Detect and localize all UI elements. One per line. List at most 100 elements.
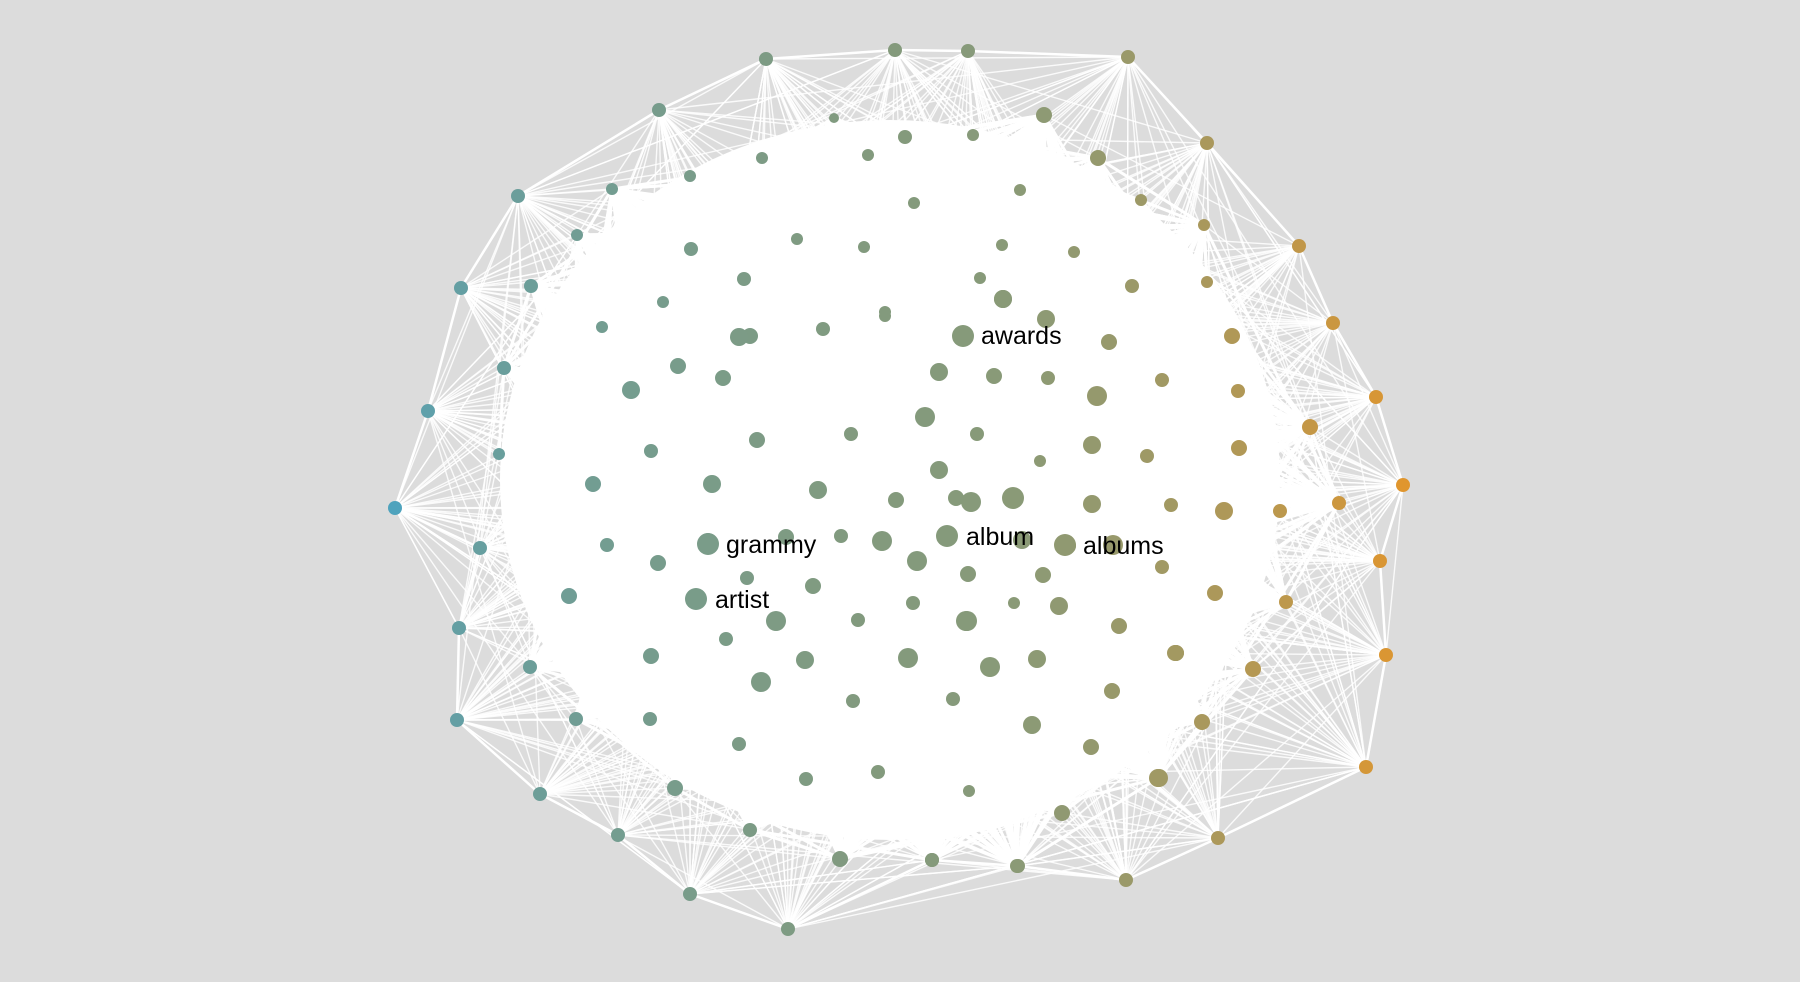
graph-node[interactable] xyxy=(1198,219,1210,231)
graph-node[interactable] xyxy=(737,272,751,286)
graph-node[interactable] xyxy=(834,529,848,543)
graph-node-labeled[interactable] xyxy=(697,533,719,555)
graph-node[interactable] xyxy=(473,541,487,555)
graph-node[interactable] xyxy=(1008,597,1020,609)
graph-node[interactable] xyxy=(974,272,986,284)
graph-node[interactable] xyxy=(872,531,892,551)
graph-node[interactable] xyxy=(751,672,771,692)
graph-node[interactable] xyxy=(533,787,547,801)
graph-node[interactable] xyxy=(585,476,601,492)
graph-node[interactable] xyxy=(961,44,975,58)
graph-node[interactable] xyxy=(805,578,821,594)
graph-node[interactable] xyxy=(888,43,902,57)
graph-node[interactable] xyxy=(732,737,746,751)
graph-node-labeled[interactable] xyxy=(952,325,974,347)
graph-node[interactable] xyxy=(452,621,466,635)
graph-node[interactable] xyxy=(569,712,583,726)
graph-node[interactable] xyxy=(766,611,786,631)
graph-node[interactable] xyxy=(829,113,839,123)
graph-node[interactable] xyxy=(781,922,795,936)
graph-node[interactable] xyxy=(879,306,891,318)
graph-node[interactable] xyxy=(948,490,964,506)
graph-node[interactable] xyxy=(1200,136,1214,150)
graph-node[interactable] xyxy=(1028,650,1046,668)
graph-node[interactable] xyxy=(571,229,583,241)
graph-node[interactable] xyxy=(791,233,803,245)
graph-node-labeled[interactable] xyxy=(1054,534,1076,556)
graph-node[interactable] xyxy=(898,130,912,144)
graph-node[interactable] xyxy=(898,648,918,668)
graph-node[interactable] xyxy=(906,596,920,610)
graph-node[interactable] xyxy=(1119,873,1133,887)
graph-node[interactable] xyxy=(1010,859,1024,873)
graph-node[interactable] xyxy=(996,239,1008,251)
graph-node[interactable] xyxy=(622,381,640,399)
graph-node[interactable] xyxy=(743,823,757,837)
graph-node[interactable] xyxy=(1194,714,1210,730)
graph-node[interactable] xyxy=(930,461,948,479)
graph-node[interactable] xyxy=(851,613,865,627)
graph-node[interactable] xyxy=(715,370,731,386)
graph-node[interactable] xyxy=(683,887,697,901)
graph-node[interactable] xyxy=(888,492,904,508)
graph-node[interactable] xyxy=(858,241,870,253)
graph-node[interactable] xyxy=(524,279,538,293)
graph-node[interactable] xyxy=(523,660,537,674)
graph-node[interactable] xyxy=(730,328,748,346)
graph-node[interactable] xyxy=(1150,769,1168,787)
graph-node[interactable] xyxy=(388,501,402,515)
graph-node[interactable] xyxy=(1068,246,1080,258)
graph-node[interactable] xyxy=(1140,449,1154,463)
graph-node[interactable] xyxy=(1168,645,1184,661)
graph-node[interactable] xyxy=(1002,487,1024,509)
graph-node[interactable] xyxy=(967,129,979,141)
graph-node[interactable] xyxy=(907,551,927,571)
graph-node[interactable] xyxy=(684,170,696,182)
graph-node[interactable] xyxy=(1292,239,1306,253)
graph-node[interactable] xyxy=(961,492,981,512)
graph-node[interactable] xyxy=(643,712,657,726)
graph-node[interactable] xyxy=(1101,334,1117,350)
graph-node[interactable] xyxy=(980,657,1000,677)
graph-node[interactable] xyxy=(832,851,848,867)
graph-node[interactable] xyxy=(1083,739,1099,755)
graph-node[interactable] xyxy=(650,555,666,571)
graph-node[interactable] xyxy=(1369,390,1383,404)
graph-node[interactable] xyxy=(611,828,625,842)
graph-node[interactable] xyxy=(915,407,935,427)
graph-node[interactable] xyxy=(759,52,773,66)
graph-node[interactable] xyxy=(1231,384,1245,398)
graph-node[interactable] xyxy=(799,772,813,786)
graph-node[interactable] xyxy=(1135,194,1147,206)
graph-node[interactable] xyxy=(960,566,976,582)
graph-node[interactable] xyxy=(844,427,858,441)
graph-node[interactable] xyxy=(846,694,860,708)
graph-node[interactable] xyxy=(1111,618,1127,634)
graph-node[interactable] xyxy=(809,481,827,499)
graph-node[interactable] xyxy=(862,149,874,161)
graph-node-labeled[interactable] xyxy=(685,588,707,610)
graph-node[interactable] xyxy=(1224,328,1240,344)
graph-node[interactable] xyxy=(994,290,1012,308)
graph-node[interactable] xyxy=(1125,279,1139,293)
graph-node[interactable] xyxy=(1302,419,1318,435)
graph-node[interactable] xyxy=(756,152,768,164)
graph-node[interactable] xyxy=(1164,498,1178,512)
graph-node[interactable] xyxy=(1332,496,1346,510)
graph-node[interactable] xyxy=(652,103,666,117)
graph-node[interactable] xyxy=(957,611,977,631)
graph-node[interactable] xyxy=(1050,597,1068,615)
graph-node[interactable] xyxy=(703,475,721,493)
graph-node[interactable] xyxy=(1104,683,1120,699)
graph-node[interactable] xyxy=(930,363,948,381)
graph-node[interactable] xyxy=(1231,440,1247,456)
graph-node[interactable] xyxy=(657,296,669,308)
graph-node[interactable] xyxy=(970,427,984,441)
graph-node[interactable] xyxy=(454,281,468,295)
graph-node[interactable] xyxy=(1279,595,1293,609)
graph-node[interactable] xyxy=(908,197,920,209)
graph-node[interactable] xyxy=(963,785,975,797)
graph-node[interactable] xyxy=(1090,150,1106,166)
graph-node[interactable] xyxy=(1087,386,1107,406)
graph-node[interactable] xyxy=(644,444,658,458)
